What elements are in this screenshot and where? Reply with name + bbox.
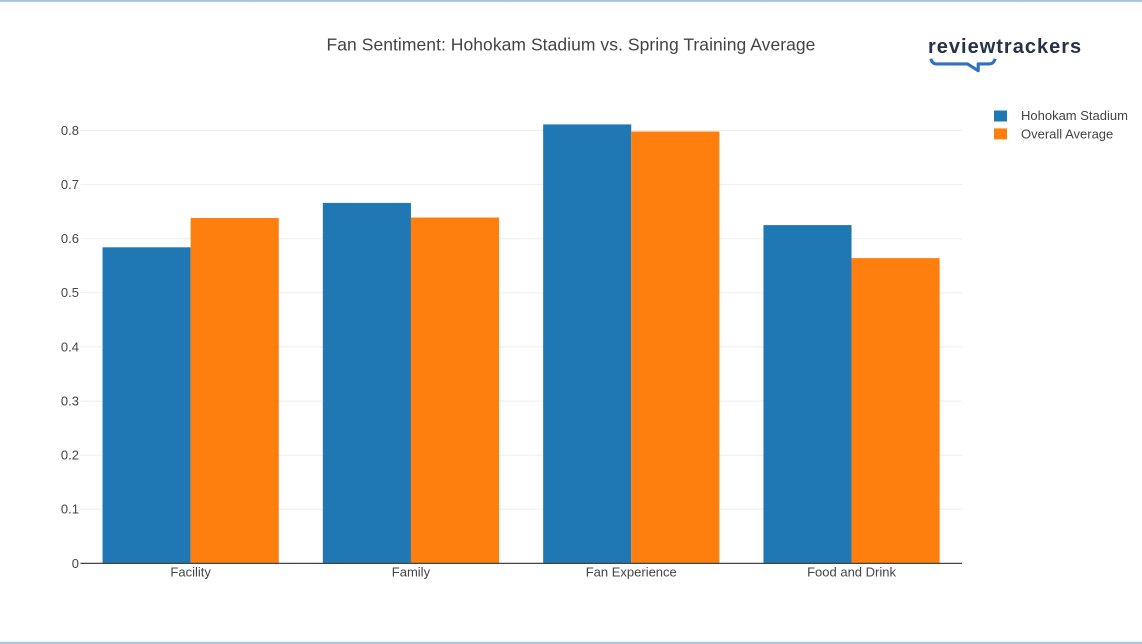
- svg-text:0.8: 0.8: [61, 123, 79, 138]
- svg-text:0.4: 0.4: [61, 339, 79, 354]
- svg-text:0.1: 0.1: [61, 502, 79, 517]
- svg-text:Overall Average: Overall Average: [1021, 127, 1113, 142]
- svg-text:0.7: 0.7: [61, 177, 79, 192]
- svg-text:0.2: 0.2: [61, 448, 79, 463]
- svg-text:Family: Family: [392, 565, 431, 580]
- svg-text:Food and Drink: Food and Drink: [807, 565, 896, 580]
- svg-text:Hohokam Stadium: Hohokam Stadium: [1021, 108, 1128, 123]
- svg-text:0: 0: [72, 556, 79, 571]
- svg-text:Facility: Facility: [170, 565, 211, 580]
- svg-text:0.6: 0.6: [61, 231, 79, 246]
- svg-text:reviewtrackers: reviewtrackers: [928, 36, 1082, 58]
- svg-text:Fan Experience: Fan Experience: [586, 565, 677, 580]
- svg-text:0.5: 0.5: [61, 285, 79, 300]
- svg-text:Fan Sentiment: Hohokam Stadium: Fan Sentiment: Hohokam Stadium vs. Sprin…: [327, 34, 816, 54]
- svg-text:0.3: 0.3: [61, 394, 79, 409]
